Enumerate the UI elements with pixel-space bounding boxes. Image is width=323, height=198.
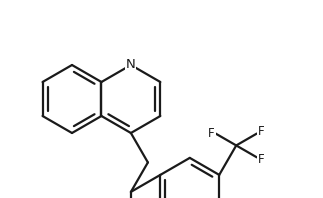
Text: F: F [208,127,215,140]
Text: N: N [126,58,136,71]
Text: F: F [257,125,264,138]
Text: F: F [257,153,264,166]
